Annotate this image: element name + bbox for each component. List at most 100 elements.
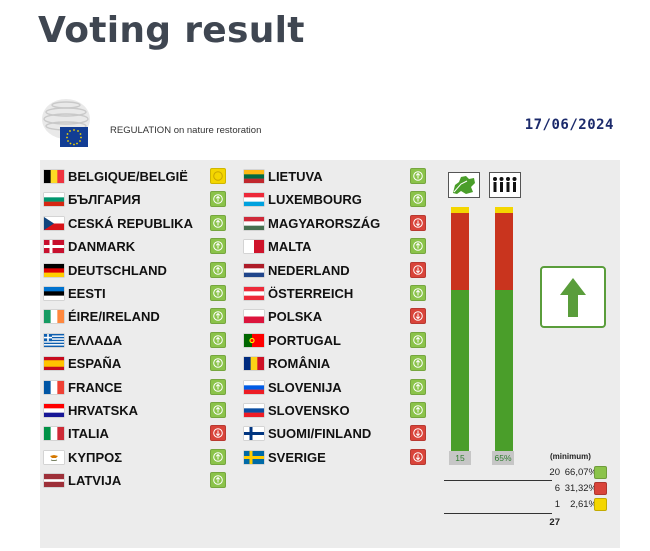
- no-vote-icon: [410, 448, 426, 465]
- member-states-bar-yes: [451, 290, 469, 452]
- country-row: ΚΥΠΡΟΣ: [40, 446, 230, 469]
- country-flag-icon: [44, 170, 65, 183]
- country-flag-icon: [244, 263, 264, 277]
- country-name: ÖSTERREICH: [268, 285, 354, 301]
- country-name: CESKÁ REPUBLIKA: [68, 215, 193, 231]
- country-flag-icon: [244, 193, 264, 207]
- country-flag-icon: [44, 380, 65, 394]
- country-flag-icon: [244, 333, 264, 347]
- summary-row-yes: 20 66,07%: [452, 466, 632, 481]
- summary-percentage: 2,61%: [570, 499, 597, 510]
- country-flag-icon: [244, 240, 264, 254]
- summary-count: 6: [554, 483, 560, 494]
- country-flag-icon: [44, 240, 64, 254]
- country-row: LIETUVA: [240, 165, 430, 188]
- total-count: 27: [549, 517, 560, 528]
- country-flag-icon: [44, 474, 64, 488]
- result-indicator: [540, 266, 606, 328]
- member-states-bar: [451, 207, 469, 452]
- country-name: ITALIA: [68, 426, 109, 442]
- country-name: ÉIRE/IRELAND: [68, 309, 160, 325]
- country-name: MAGYARORSZÁG: [268, 215, 381, 231]
- no-vote-icon: [210, 425, 226, 442]
- country-name: LUXEMBOURG: [268, 192, 362, 208]
- no-vote-icon: [410, 214, 426, 231]
- summary-percentage: 31,32%: [564, 483, 597, 494]
- no-vote-icon: [594, 482, 607, 495]
- country-row: ÉIRE/IRELAND: [40, 305, 230, 328]
- yes-vote-icon: [210, 472, 226, 489]
- country-flag-icon: [44, 333, 64, 347]
- country-row: MALTA: [240, 235, 430, 258]
- country-row: ÖSTERREICH: [240, 282, 430, 305]
- regulation-title: REGULATION on nature restoration: [110, 125, 262, 136]
- summary-total: 27: [452, 516, 632, 531]
- country-name: DANMARK: [68, 239, 136, 255]
- country-row: ΕΛΛΑΔΑ: [40, 329, 230, 352]
- country-row: EESTI: [40, 282, 230, 305]
- country-name: ΚΥΠΡΟΣ: [68, 449, 123, 465]
- yes-vote-icon: [210, 378, 226, 395]
- member-states-map-icon: [448, 172, 480, 198]
- population-bar-no: [495, 213, 513, 291]
- council-logo: [40, 97, 92, 149]
- country-flag-icon: [44, 450, 64, 464]
- country-row: FRANCE: [40, 376, 230, 399]
- yes-vote-icon: [410, 191, 426, 208]
- country-flag-icon: [44, 310, 65, 324]
- country-flag-icon: [44, 357, 64, 371]
- yes-vote-icon: [210, 284, 226, 301]
- population-bar-yes: [495, 290, 513, 452]
- country-row: BELGIQUE/BELGIË: [40, 165, 230, 188]
- country-name: BELGIQUE/BELGIË: [68, 169, 188, 184]
- country-flag-icon: [244, 403, 264, 418]
- country-name: MALTA: [268, 239, 312, 255]
- country-flag-icon: [244, 286, 264, 301]
- summary-row-no: 6 31,32%: [452, 482, 632, 497]
- member-states-bar-abstain: [451, 207, 469, 214]
- country-name: DEUTSCHLAND: [68, 262, 167, 278]
- no-vote-icon: [410, 308, 426, 325]
- yes-vote-icon: [210, 261, 226, 278]
- minimum-label: (minimum): [550, 452, 591, 461]
- country-flag-icon: [244, 380, 264, 394]
- country-flag-icon: [244, 310, 264, 324]
- country-flag-icon: [244, 216, 264, 230]
- country-name: SLOVENSKO: [268, 402, 350, 418]
- summary-divider: [444, 480, 552, 481]
- results-panel: BELGIQUE/BELGIË БЪЛГАРИЯ CESKÁ REPUBLIKA DA…: [40, 160, 620, 548]
- country-flag-icon: [244, 450, 264, 464]
- country-column-right: LIETUVA LUXEMBOURG MAGYARORSZÁG MALTA NEDERL…: [240, 165, 430, 469]
- population-icon: [489, 172, 521, 198]
- country-name: EESTI: [68, 285, 106, 301]
- country-name: SLOVENIJA: [268, 379, 342, 395]
- arrow-up-icon: [560, 278, 586, 317]
- yes-vote-icon: [410, 355, 426, 372]
- population-bar: [495, 207, 513, 452]
- country-name: HRVATSKA: [68, 402, 139, 418]
- country-name: NEDERLAND: [268, 262, 350, 278]
- yes-vote-icon: [410, 401, 426, 418]
- yes-vote-icon: [210, 355, 226, 372]
- country-row: SLOVENSKO: [240, 399, 430, 422]
- country-name: SVERIGE: [268, 449, 326, 465]
- country-name: POLSKA: [268, 309, 323, 325]
- yes-vote-icon: [210, 238, 226, 255]
- document-header: REGULATION on nature restoration 17/06/2…: [40, 97, 620, 159]
- summary-row-abstain: 1 2,61%: [452, 498, 632, 513]
- country-row: LATVIJA: [40, 469, 230, 492]
- country-row: PORTUGAL: [240, 329, 430, 352]
- member-states-bar-no: [451, 213, 469, 291]
- country-name: LATVIJA: [68, 473, 122, 489]
- country-name: ESPAÑA: [68, 356, 122, 372]
- summary-percentage: 66,07%: [564, 467, 597, 478]
- vote-date: 17/06/2024: [524, 117, 614, 133]
- country-row: DANMARK: [40, 235, 230, 258]
- country-flag-icon: [44, 263, 64, 277]
- country-flag-icon: [244, 427, 264, 441]
- country-row: ROMÂNIA: [240, 352, 430, 375]
- yes-vote-icon: [210, 191, 226, 208]
- country-column-left: BELGIQUE/BELGIË БЪЛГАРИЯ CESKÁ REPUBLIKA DA…: [40, 165, 230, 492]
- country-flag-icon: [244, 357, 265, 371]
- no-vote-icon: [410, 425, 426, 442]
